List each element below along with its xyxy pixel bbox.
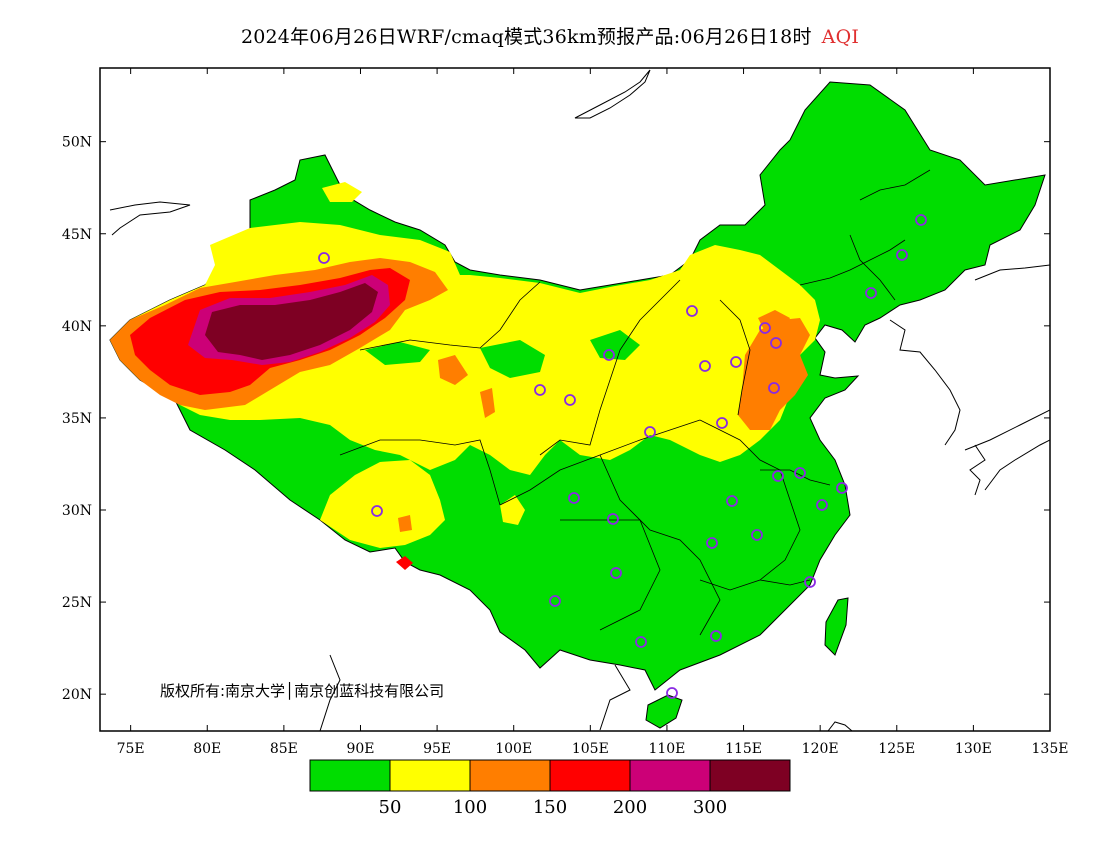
station-marker [726, 495, 738, 507]
x-tick-label: 80E [193, 741, 221, 757]
station-marker [564, 394, 576, 406]
colorbar-label: 300 [693, 797, 727, 818]
station-marker [768, 382, 780, 394]
station-marker [534, 384, 546, 396]
aqi-region-hainan [645, 694, 683, 729]
station-marker [607, 513, 619, 525]
x-tick-label: 135E [1032, 741, 1069, 757]
y-tick-label: 40N [62, 319, 92, 335]
station-marker [716, 417, 728, 429]
station-marker [666, 687, 678, 699]
y-tick-label: 45N [62, 227, 92, 243]
station-marker [686, 305, 698, 317]
copyright-text: 版权所有:南京大学│南京创蓝科技有限公司 [160, 681, 444, 700]
station-marker [699, 360, 711, 372]
station-marker [816, 499, 828, 511]
colorbar-swatch [629, 759, 711, 792]
station-marker [772, 470, 784, 482]
station-marker [644, 426, 656, 438]
colorbar-label: 50 [379, 797, 402, 818]
plot-frame [99, 67, 1051, 732]
station-marker [603, 349, 615, 361]
x-tick-label: 90E [346, 741, 374, 757]
station-marker [915, 214, 927, 226]
x-tick-label: 110E [648, 741, 685, 757]
x-tick-label: 95E [423, 741, 451, 757]
station-marker [751, 529, 763, 541]
x-tick-label: 105E [572, 741, 609, 757]
colorbar-label: 100 [453, 797, 487, 818]
station-marker [896, 249, 908, 261]
station-marker [710, 630, 722, 642]
station-marker [730, 356, 742, 368]
aqi-region-red-south [396, 556, 413, 570]
station-marker [836, 482, 848, 494]
y-tick-label: 50N [62, 135, 92, 151]
x-tick-label: 120E [802, 741, 839, 757]
aqi-region-yellow-sichuan [500, 495, 525, 525]
aqi-region-green-gansu [480, 340, 545, 378]
x-tick-label: 130E [955, 741, 992, 757]
title-main: 2024年06月26日WRF/cmaq模式36km预报产品:06月26日18时 [240, 26, 812, 48]
station-marker [804, 576, 816, 588]
station-marker [865, 287, 877, 299]
x-tick-label: 115E [725, 741, 762, 757]
colorbar-swatch [549, 759, 631, 792]
y-tick-label: 20N [62, 687, 92, 703]
aqi-region-green-qinghai [365, 342, 430, 365]
aqi-region-orange-spot1 [438, 355, 468, 385]
aqi-region-orange-spot3 [398, 515, 412, 532]
province-boundaries [339, 169, 931, 636]
station-marker [706, 537, 718, 549]
y-tick-label: 35N [62, 411, 92, 427]
station-marker [759, 322, 771, 334]
station-marker [549, 595, 561, 607]
aqi-region-maroon [205, 283, 378, 360]
chart-title: 2024年06月26日WRF/cmaq模式36km预报产品:06月26日18时 A… [0, 22, 1100, 49]
y-tick-label: 30N [62, 503, 92, 519]
map-plot-area: 版权所有:南京大学│南京创蓝科技有限公司 [109, 69, 1050, 731]
colorbar-swatch [389, 759, 471, 792]
coastlines [109, 69, 1050, 731]
aqi-region-taiwan [824, 597, 849, 656]
station-markers [318, 214, 927, 699]
aqi-region-orange-huabei [738, 318, 810, 430]
x-axis: 75E 80E 85E 90E 95E 100E 105E 110E 115E 120E 125E 1… [117, 68, 1069, 757]
aqi-region-yellow-tibet [320, 460, 445, 548]
station-marker [318, 252, 330, 264]
x-tick-label: 100E [495, 741, 532, 757]
x-tick-label: 75E [117, 741, 145, 757]
aqi-region-green-inner [590, 330, 640, 360]
colorbar-swatch [469, 759, 551, 792]
x-tick-label: 125E [878, 741, 915, 757]
y-axis: 20N 25N 30N 35N 40N 45N 50N [62, 135, 1050, 703]
y-tick-label: 25N [62, 595, 92, 611]
aqi-region-yellow-xinjiang-north [322, 182, 362, 202]
colorbar-swatch [309, 759, 391, 792]
title-variable: AQI [821, 26, 860, 48]
station-marker [794, 467, 806, 479]
station-marker [770, 337, 782, 349]
colorbar-swatch [709, 759, 791, 792]
x-tick-label: 85E [270, 741, 298, 757]
colorbar: 50 100 150 200 300 [309, 759, 791, 818]
station-marker [635, 636, 647, 648]
aqi-region-orange-spot2 [480, 388, 495, 418]
station-marker [371, 505, 383, 517]
aqi-region-orange-beijing [758, 310, 790, 332]
station-marker [568, 492, 580, 504]
colorbar-label: 150 [533, 797, 567, 818]
station-marker [610, 567, 622, 579]
colorbar-label: 200 [613, 797, 647, 818]
